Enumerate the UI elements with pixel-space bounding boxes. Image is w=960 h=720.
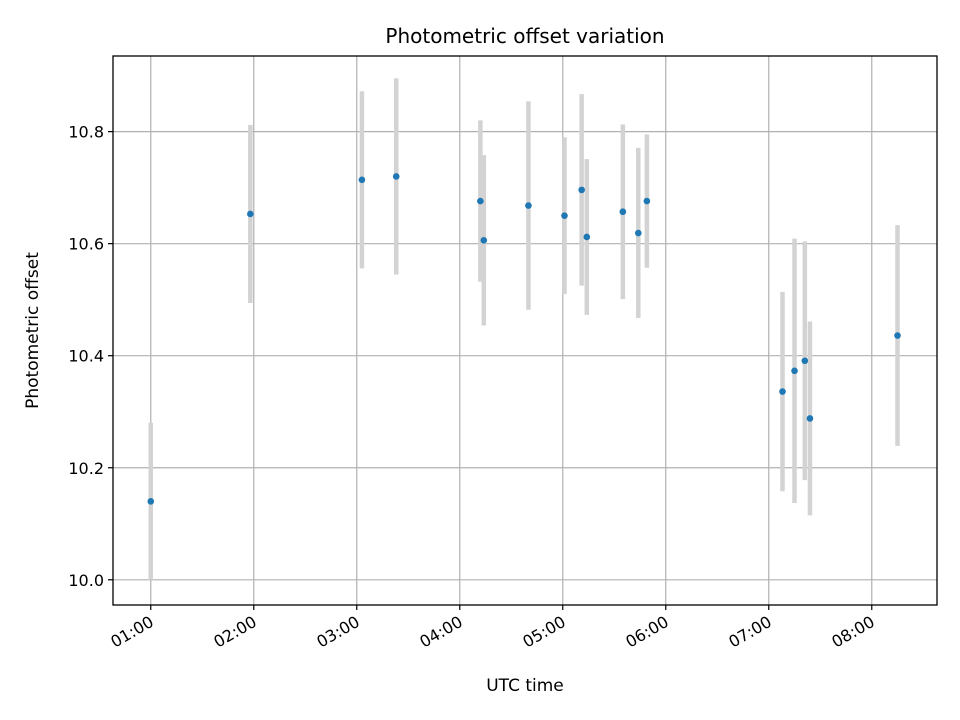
- x-axis-title: UTC time: [486, 676, 564, 696]
- data-point: [801, 357, 809, 365]
- data-point: [894, 332, 901, 339]
- y-axis-title: Photometric offset: [23, 252, 43, 409]
- y-tick-label: 10.6: [68, 235, 104, 254]
- plot-frame: [112, 55, 938, 606]
- data-point: [477, 197, 484, 205]
- y-tick-label: 10.8: [68, 123, 104, 142]
- chart-title: Photometric offset variation: [385, 24, 664, 48]
- data-point: [806, 415, 814, 422]
- data-point: [643, 197, 651, 205]
- data-point: [358, 176, 366, 184]
- data-point: [480, 237, 488, 244]
- data-point: [619, 208, 627, 216]
- data-point: [791, 367, 798, 375]
- data-point: [392, 173, 400, 180]
- data-points: [147, 173, 901, 505]
- y-tick-label: 10.4: [68, 347, 104, 366]
- y-axis-ticks: 10.0 10.2 10.4 10.6 10.8: [68, 123, 113, 590]
- data-point: [525, 202, 532, 209]
- data-point: [635, 229, 642, 237]
- data-point: [147, 498, 155, 505]
- data-point: [578, 186, 585, 194]
- data-point: [583, 233, 591, 241]
- y-tick-label: 10.2: [68, 459, 104, 478]
- data-point: [779, 388, 786, 395]
- y-tick-label: 10.0: [68, 571, 104, 590]
- data-point: [561, 212, 568, 219]
- data-point: [247, 210, 254, 218]
